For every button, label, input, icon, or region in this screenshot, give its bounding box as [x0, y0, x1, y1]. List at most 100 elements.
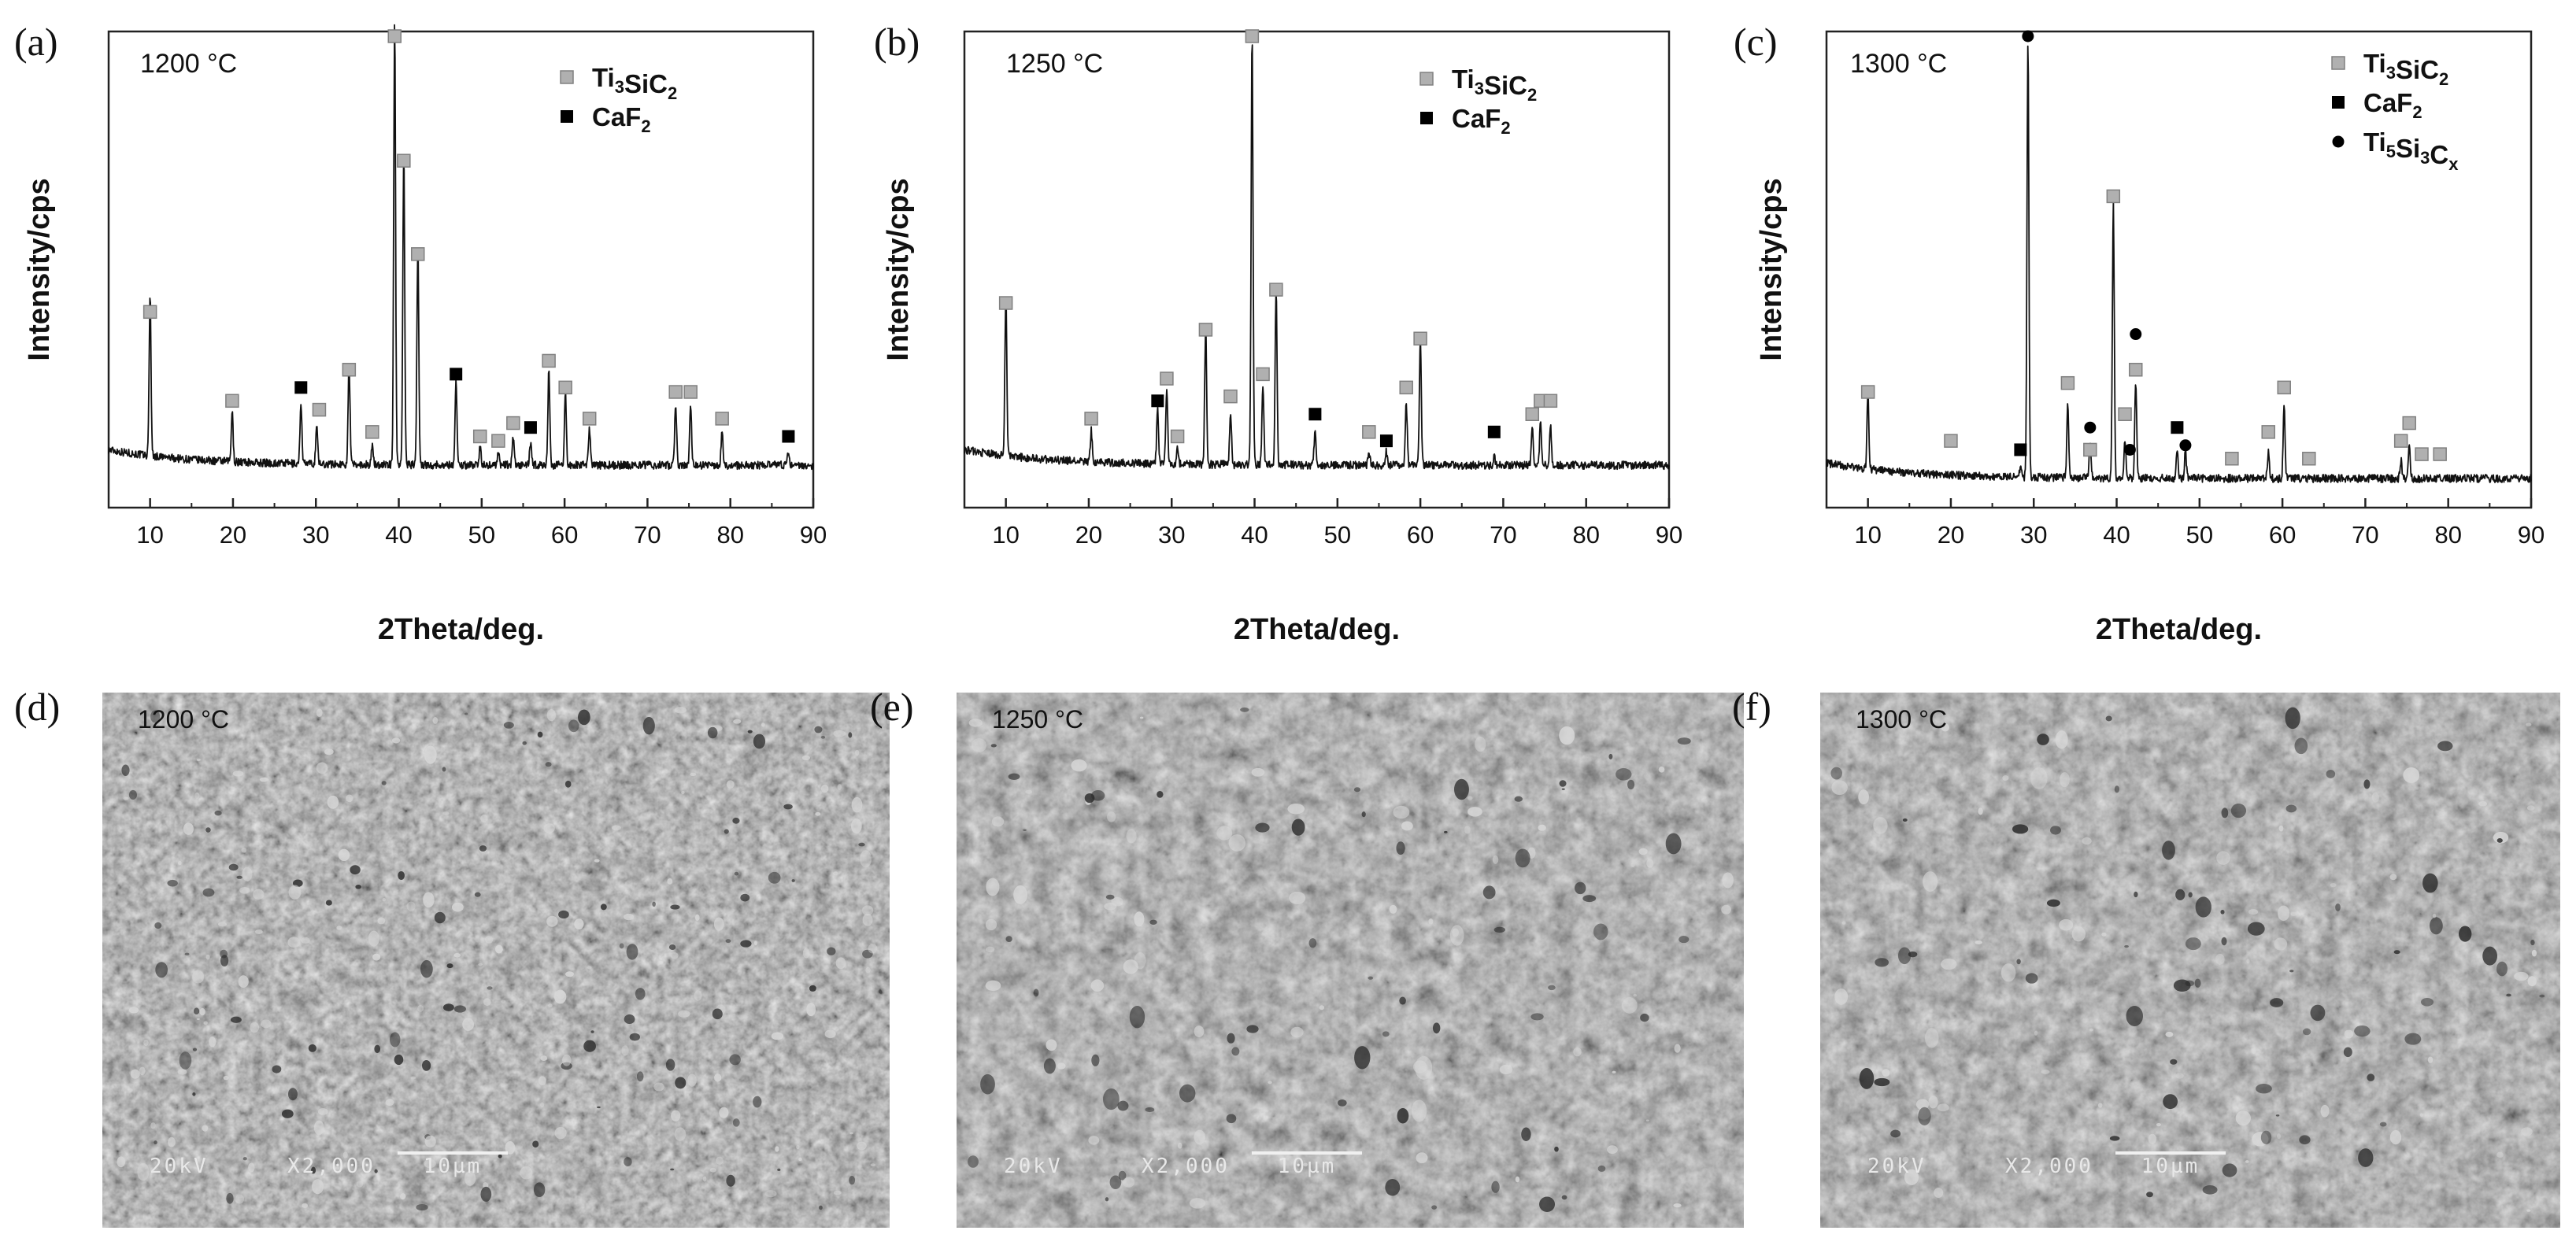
- sem-grain: [2221, 807, 2229, 819]
- peak-marker-ti3sic2: [491, 434, 505, 448]
- panel-letter: (b): [874, 20, 920, 64]
- sem-grain: [1859, 1067, 1875, 1089]
- sem-grain: [833, 871, 838, 876]
- peak-marker-ti3sic2: [397, 153, 411, 168]
- sem-grain: [2527, 976, 2537, 987]
- sem-grain: [2235, 1110, 2251, 1126]
- sem-grain: [2097, 1103, 2103, 1108]
- sem-grain: [574, 918, 584, 930]
- sem-grain: [1338, 1099, 1347, 1107]
- sem-grain: [1401, 821, 1413, 831]
- sem-grain: [2526, 805, 2535, 811]
- sem-grain: [1118, 1170, 1127, 1181]
- sem-grain: [117, 1156, 126, 1168]
- sem-grain: [849, 1175, 856, 1185]
- sem-grain: [432, 717, 439, 724]
- sem-grain: [1057, 1062, 1066, 1070]
- sem-grain: [209, 1037, 217, 1048]
- legend-marker: [2332, 96, 2345, 109]
- sem-grain: [416, 1203, 428, 1211]
- peak-marker-ti5si3cx: [2130, 328, 2142, 341]
- peak-marker-ti3sic2: [1362, 425, 1376, 439]
- sem-grain: [707, 726, 718, 739]
- sem-grain: [150, 710, 161, 723]
- sem-grain: [712, 1008, 723, 1020]
- sem-grain: [385, 1099, 394, 1107]
- sem-grain: [442, 767, 446, 772]
- sem-grain: [1831, 780, 1848, 796]
- sem-grain: [809, 985, 816, 992]
- peak-marker-caf2: [294, 381, 308, 394]
- sem-grain: [2025, 973, 2038, 984]
- sem-grain: [1658, 766, 1665, 773]
- sem-grain: [835, 957, 846, 970]
- x-tick-label: 50: [2186, 521, 2213, 549]
- legend-entry: Ti5Si3Cx: [2363, 127, 2459, 174]
- sem-grain: [272, 1065, 282, 1073]
- sem-grain: [833, 1190, 842, 1195]
- sem-grain: [1514, 796, 1523, 802]
- sem-grain: [681, 790, 685, 794]
- sem-grain: [2482, 946, 2498, 966]
- legend-entry: CaF2: [592, 102, 651, 136]
- sem-grain: [238, 975, 249, 988]
- sem-grain: [1303, 1162, 1308, 1167]
- sem-grain: [1597, 1165, 1606, 1172]
- sem-grain: [1573, 1047, 1582, 1057]
- x-tick-label: 10: [1854, 521, 1881, 549]
- sem-grain: [1559, 726, 1575, 745]
- sem-grain: [301, 937, 310, 944]
- sem-grain: [2260, 1130, 2272, 1144]
- sem-grain: [317, 1107, 328, 1115]
- sem-grain: [1411, 1099, 1427, 1122]
- sem-grain: [1875, 958, 1889, 967]
- sem-grain: [374, 1044, 381, 1054]
- sem-grain: [1134, 911, 1145, 927]
- sem-grain: [424, 1135, 436, 1147]
- sem-grain: [862, 905, 874, 916]
- sem-grain: [346, 794, 353, 803]
- sem-grain: [308, 1044, 316, 1052]
- scale-bar-label: 10µm: [2141, 1155, 2200, 1178]
- sem-grain: [568, 719, 579, 733]
- x-tick-label: 40: [1241, 521, 1268, 549]
- y-axis-title: Intensity/cps: [23, 178, 56, 360]
- sem-grain: [578, 709, 590, 726]
- sem-grain: [1289, 891, 1306, 905]
- sem-grain: [498, 1154, 502, 1158]
- x-tick-label: 60: [1407, 521, 1434, 549]
- sem-grain: [2478, 800, 2488, 807]
- sem-grain: [1227, 1033, 1235, 1044]
- sem-grain: [2109, 1136, 2120, 1141]
- legend-entry: CaF2: [1452, 104, 1511, 138]
- sem-voltage: 20kV: [1867, 1155, 1926, 1178]
- sem-grain: [2277, 1133, 2282, 1140]
- sem-grain: [2379, 1122, 2387, 1127]
- x-axis-title: 2Theta/deg.: [1234, 613, 1400, 646]
- sem-grain: [1941, 723, 1950, 732]
- sem-grain: [740, 940, 752, 948]
- sem-grain: [250, 1022, 260, 1033]
- temperature-label: 1200 °C: [140, 49, 237, 79]
- sem-grain: [422, 1060, 431, 1071]
- sem-grain: [312, 1179, 324, 1195]
- plot-frame: [1825, 30, 2533, 509]
- sem-grain: [1928, 1096, 1938, 1109]
- sem-grain: [2419, 1113, 2424, 1118]
- sem-grain: [1721, 904, 1731, 915]
- peak-marker-ti3sic2: [2083, 442, 2097, 457]
- xrd-panel-c: 10 20 30 40 50 60 70 80 90 2Theta/deg. Intensity/c…: [1734, 20, 2545, 646]
- sem-grain: [548, 1003, 553, 1008]
- sem-grain: [2030, 767, 2048, 789]
- sem-grain: [2002, 775, 2009, 781]
- sem-grain: [824, 1029, 836, 1039]
- sem-grain: [2526, 1209, 2531, 1212]
- sem-grain: [538, 1076, 546, 1086]
- sem-grain: [1179, 1084, 1196, 1103]
- sem-grain: [2289, 970, 2294, 973]
- sem-grain: [814, 726, 823, 734]
- peak-marker-ti3sic2: [2302, 452, 2316, 466]
- peak-marker-ti3sic2: [1399, 380, 1413, 395]
- sem-grain: [2274, 937, 2288, 951]
- sem-grain: [327, 795, 339, 809]
